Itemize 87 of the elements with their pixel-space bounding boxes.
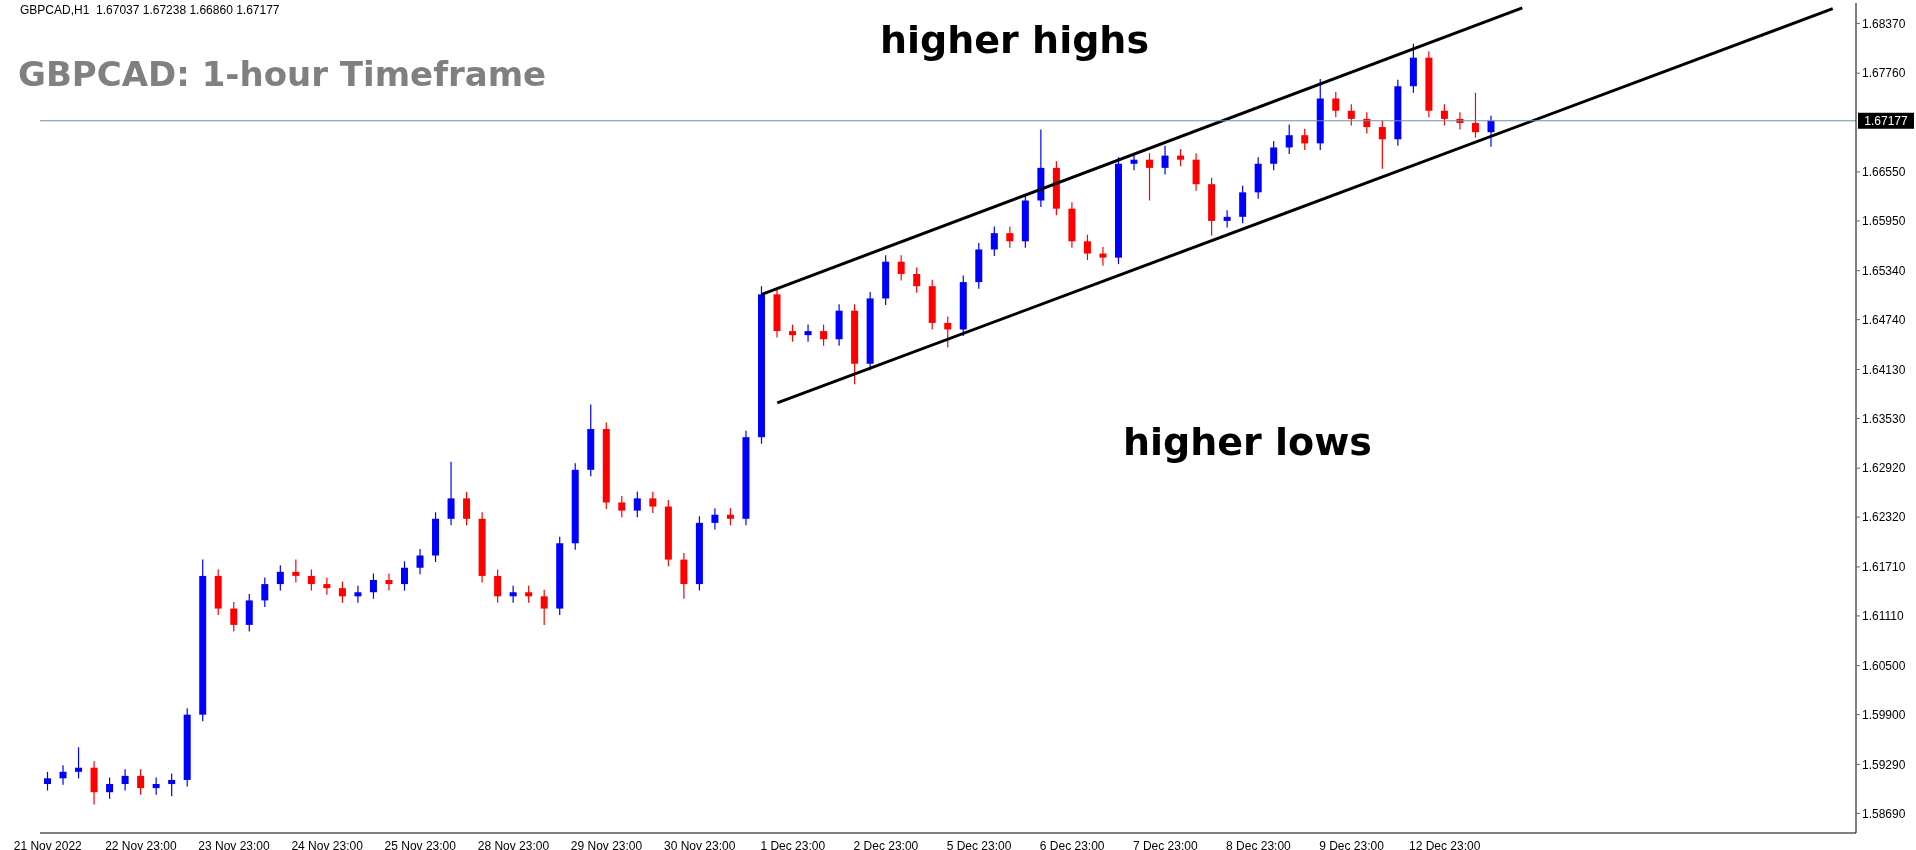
candlestick	[633, 491, 641, 518]
candlestick	[292, 559, 300, 584]
x-tick-label: 6 Dec 23:00	[1039, 838, 1105, 850]
candlestick	[1099, 246, 1107, 267]
candlestick	[307, 568, 315, 592]
candlestick	[1487, 115, 1495, 148]
x-tick-label: 21 Nov 2022	[13, 838, 83, 850]
candlestick	[1223, 209, 1231, 229]
candlestick	[59, 764, 67, 786]
x-tick-label: 22 Nov 23:00	[105, 838, 177, 850]
x-tick-label: 23 Nov 23:00	[198, 838, 271, 850]
y-tick-label: 1.63530	[1862, 411, 1906, 426]
candlestick	[276, 564, 284, 592]
x-tick-label: 1 Dec 23:00	[760, 838, 826, 850]
candlestick	[1471, 92, 1479, 139]
candlestick	[820, 323, 828, 347]
candlestick	[1347, 103, 1355, 127]
candlestick	[354, 585, 362, 604]
y-tick-label: 1.60500	[1862, 658, 1906, 673]
candlestick	[540, 589, 548, 626]
candlestick	[230, 601, 238, 633]
candlestick	[804, 323, 812, 343]
candlestick	[1006, 226, 1014, 249]
candlestick	[121, 768, 129, 792]
ref-line-label: 1.67177	[1864, 113, 1909, 128]
y-tick-label: 1.64740	[1862, 312, 1906, 327]
candlestick	[338, 581, 346, 604]
candlestick	[1332, 91, 1340, 118]
candlestick	[1146, 152, 1154, 202]
candlestick	[369, 572, 377, 600]
x-tick-label: 8 Dec 23:00	[1226, 838, 1292, 850]
candlestick	[75, 746, 83, 779]
x-tick-label: 29 Nov 23:00	[570, 838, 643, 850]
candlestick	[1285, 124, 1293, 155]
y-tick-label: 1.58690	[1862, 806, 1906, 821]
y-tick-label: 1.59900	[1862, 707, 1906, 722]
y-tick-label: 1.66550	[1862, 165, 1906, 180]
y-tick-label: 1.61710	[1862, 560, 1906, 575]
x-tick-label: 28 Nov 23:00	[477, 838, 550, 850]
x-tick-label: 30 Nov 23:00	[663, 838, 736, 850]
y-tick-label: 1.65950	[1862, 214, 1906, 229]
x-tick-label: 24 Nov 23:00	[291, 838, 364, 850]
annotation: higher highs	[880, 18, 1150, 62]
candlestick	[323, 576, 331, 596]
y-tick-label: 1.62920	[1862, 461, 1906, 476]
y-tick-label: 1.61110	[1862, 609, 1904, 624]
candlestick	[509, 585, 517, 604]
candlestick	[1161, 145, 1169, 175]
y-tick-label: 1.67760	[1862, 66, 1906, 81]
y-tick-label: 1.62320	[1862, 510, 1906, 525]
x-tick-label: 25 Nov 23:00	[384, 838, 457, 850]
candlestick	[618, 495, 626, 518]
chart-subtitle: GBPCAD,H1 1.67037 1.67238 1.66860 1.67177	[20, 3, 280, 17]
x-tick-label: 12 Dec 23:00	[1408, 838, 1481, 850]
candlestick	[44, 771, 51, 792]
candlestick	[1301, 128, 1309, 151]
candlestick	[897, 254, 905, 282]
candlestick	[168, 772, 176, 797]
candlestick	[447, 461, 455, 526]
y-tick-label: 1.64130	[1862, 362, 1906, 377]
y-tick-label: 1.65340	[1862, 263, 1906, 278]
x-tick-label: 9 Dec 23:00	[1319, 838, 1385, 850]
candlestick	[1083, 234, 1091, 261]
y-tick-label: 1.59290	[1862, 757, 1906, 772]
candlestick	[913, 266, 921, 294]
x-tick-label: 2 Dec 23:00	[853, 838, 919, 850]
candlestick	[711, 507, 719, 530]
candlestick	[106, 776, 114, 800]
candlestick	[385, 572, 393, 592]
candlestick	[1270, 140, 1278, 171]
candlestick	[1378, 119, 1386, 170]
candlestick	[494, 568, 502, 604]
candlestick	[400, 560, 408, 592]
text: GBPCAD: 1-hour Timeframe	[18, 54, 547, 94]
annotation: higher lows	[1123, 420, 1372, 464]
candlestick	[416, 548, 424, 575]
candlestick	[261, 576, 269, 608]
candlestick	[990, 226, 998, 257]
candlestick	[152, 776, 160, 796]
candlestick	[137, 768, 145, 796]
candlestick	[649, 491, 657, 514]
candlestick	[1440, 103, 1448, 127]
candlestick	[944, 315, 952, 349]
x-tick-label: 7 Dec 23:00	[1132, 838, 1198, 850]
y-tick-label: 1.68370	[1862, 16, 1906, 31]
x-tick-label: 5 Dec 23:00	[946, 838, 1012, 850]
candlestick	[463, 491, 471, 526]
